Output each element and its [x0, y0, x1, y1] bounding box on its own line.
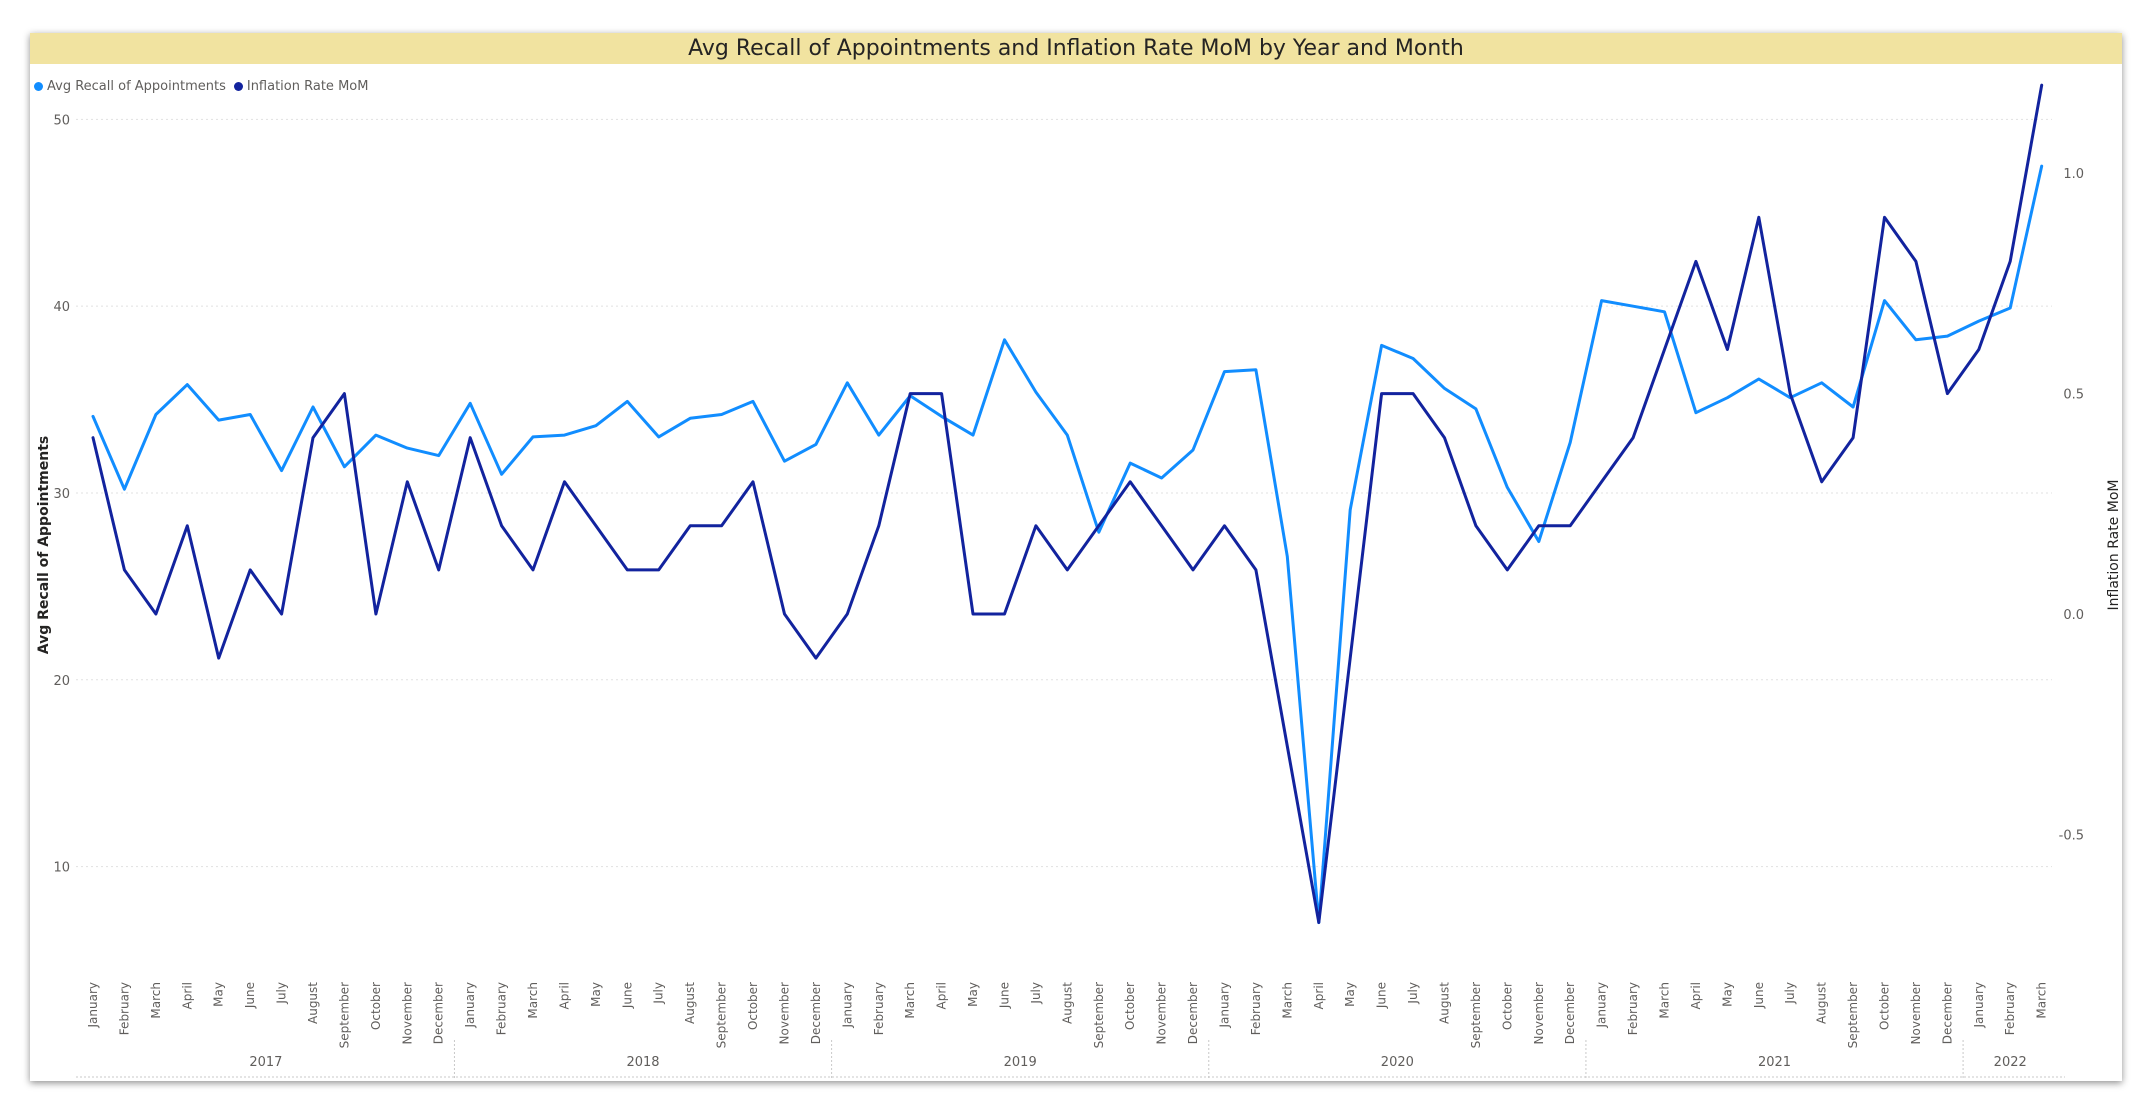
x-tick-label: May	[212, 982, 226, 1007]
x-tick-label: January	[1217, 982, 1231, 1029]
x-tick-label: February	[1626, 982, 1640, 1035]
x-tick-label: December	[432, 982, 446, 1044]
x-tick-label: November	[400, 982, 414, 1044]
y-left-tick-label: 50	[53, 113, 70, 128]
x-tick-label: July	[1406, 982, 1420, 1005]
x-year-label: 2021	[1758, 1055, 1791, 1070]
x-tick-label: September	[337, 982, 351, 1048]
x-year-label: 2019	[1004, 1055, 1037, 1070]
x-tick-label: October	[1500, 982, 1514, 1030]
y-left-tick-label: 20	[53, 674, 70, 689]
series-line-avg-recall	[91, 164, 2044, 925]
x-tick-label: December	[809, 982, 823, 1044]
x-tick-label: August	[1815, 982, 1829, 1024]
x-tick-label: April	[557, 982, 571, 1009]
x-tick-label: December	[1563, 982, 1577, 1044]
x-tick-label: May	[966, 982, 980, 1007]
x-tick-label: July	[1029, 982, 1043, 1005]
legend-item-inflation-rate[interactable]: Inflation Rate MoM	[233, 78, 369, 94]
x-tick-label: November	[1909, 982, 1923, 1044]
x-year-label: 2020	[1381, 1055, 1414, 1070]
gridlines	[76, 118, 2052, 868]
x-tick-label: March	[526, 982, 540, 1019]
x-tick-label: January	[86, 982, 100, 1029]
x-tick-label: May	[589, 982, 603, 1007]
x-tick-label: June	[997, 982, 1011, 1009]
x-tick-label: November	[1532, 982, 1546, 1044]
x-tick-label: September	[1469, 982, 1483, 1048]
x-tick-label: April	[935, 982, 949, 1009]
chart-title: Avg Recall of Appointments and Inflation…	[688, 36, 1464, 61]
series-lines	[91, 83, 2044, 925]
x-tick-label: October	[369, 982, 383, 1030]
x-year-label: 2017	[249, 1055, 282, 1070]
y-right-tick-label: 0.0	[2063, 608, 2084, 623]
x-tick-label: January	[1972, 982, 1986, 1029]
x-tick-label: September	[1092, 982, 1106, 1048]
x-tick-label: October	[1878, 982, 1892, 1030]
title-bar: Avg Recall of Appointments and Inflation…	[30, 33, 2122, 64]
x-tick-label: February	[495, 982, 509, 1035]
legend-item-avg-recall[interactable]: Avg Recall of Appointments	[34, 79, 226, 94]
x-tick-label: February	[872, 982, 886, 1035]
x-tick-label: June	[1375, 982, 1389, 1009]
legend-label-inflation-rate: Inflation Rate MoM	[246, 78, 369, 94]
x-tick-label: January	[840, 982, 854, 1029]
x-tick-label: March	[149, 982, 163, 1019]
x-tick-label: May	[1343, 982, 1357, 1007]
x-tick-label: September	[715, 982, 729, 1048]
x-tick-label: July	[275, 982, 289, 1005]
y-axis-left: 10 20 30 40 50	[53, 113, 70, 875]
x-tick-label: March	[2035, 982, 2049, 1019]
x-tick-label: November	[1155, 982, 1169, 1044]
x-tick-label: January	[463, 982, 477, 1029]
y-axis-right: -0.5 0.0 0.5 1.0	[2059, 167, 2084, 843]
x-tick-label: April	[1312, 982, 1326, 1009]
x-tick-label: March	[1658, 982, 1672, 1019]
series-line-inflation-rate	[91, 83, 2044, 924]
x-tick-label: August	[1060, 982, 1074, 1024]
x-tick-label: June	[243, 982, 257, 1009]
x-tick-label: August	[306, 982, 320, 1024]
x-tick-label: January	[1595, 982, 1609, 1029]
y-left-tick-label: 30	[53, 487, 70, 502]
x-tick-label: May	[1720, 982, 1734, 1007]
legend: Avg Recall of Appointments Inflation Rat…	[34, 75, 376, 97]
x-tick-label: June	[620, 982, 634, 1009]
x-tick-label: August	[1437, 982, 1451, 1024]
legend-label-avg-recall: Avg Recall of Appointments	[47, 78, 226, 94]
x-tick-label: November	[777, 982, 791, 1044]
x-tick-label: February	[117, 982, 131, 1035]
legend-dot-inflation-rate	[233, 81, 243, 91]
y-right-tick-label: -0.5	[2059, 828, 2084, 843]
x-tick-label: December	[1186, 982, 1200, 1044]
x-tick-label: July	[1783, 982, 1797, 1005]
x-tick-label: October	[746, 982, 760, 1030]
x-tick-label: March	[903, 982, 917, 1019]
y-axis-left-title: Avg Recall of Appointments	[36, 436, 52, 654]
x-tick-label: March	[1280, 982, 1294, 1019]
x-tick-label: December	[1940, 982, 1954, 1044]
x-tick-label: February	[1249, 982, 1263, 1035]
x-tick-label: February	[2003, 982, 2017, 1035]
y-left-tick-label: 10	[53, 861, 70, 876]
x-tick-label: July	[652, 982, 666, 1005]
x-year-label: 2018	[626, 1055, 659, 1070]
x-axis: January February March April May June July Augu…	[76, 982, 2065, 1080]
x-tick-label: April	[180, 982, 194, 1009]
x-tick-label: April	[1689, 982, 1703, 1009]
y-right-tick-label: 0.5	[2063, 388, 2084, 403]
x-tick-label: August	[683, 982, 697, 1024]
y-left-tick-label: 40	[53, 300, 70, 315]
x-tick-label: June	[1752, 982, 1766, 1009]
x-tick-label: October	[1123, 982, 1137, 1030]
x-year-label: 2022	[1994, 1055, 2027, 1070]
legend-dot-avg-recall	[34, 81, 43, 91]
y-right-tick-label: 1.0	[2063, 167, 2084, 182]
y-axis-right-title: Inflation Rate MoM	[2106, 480, 2122, 611]
x-tick-label: September	[1846, 982, 1860, 1048]
